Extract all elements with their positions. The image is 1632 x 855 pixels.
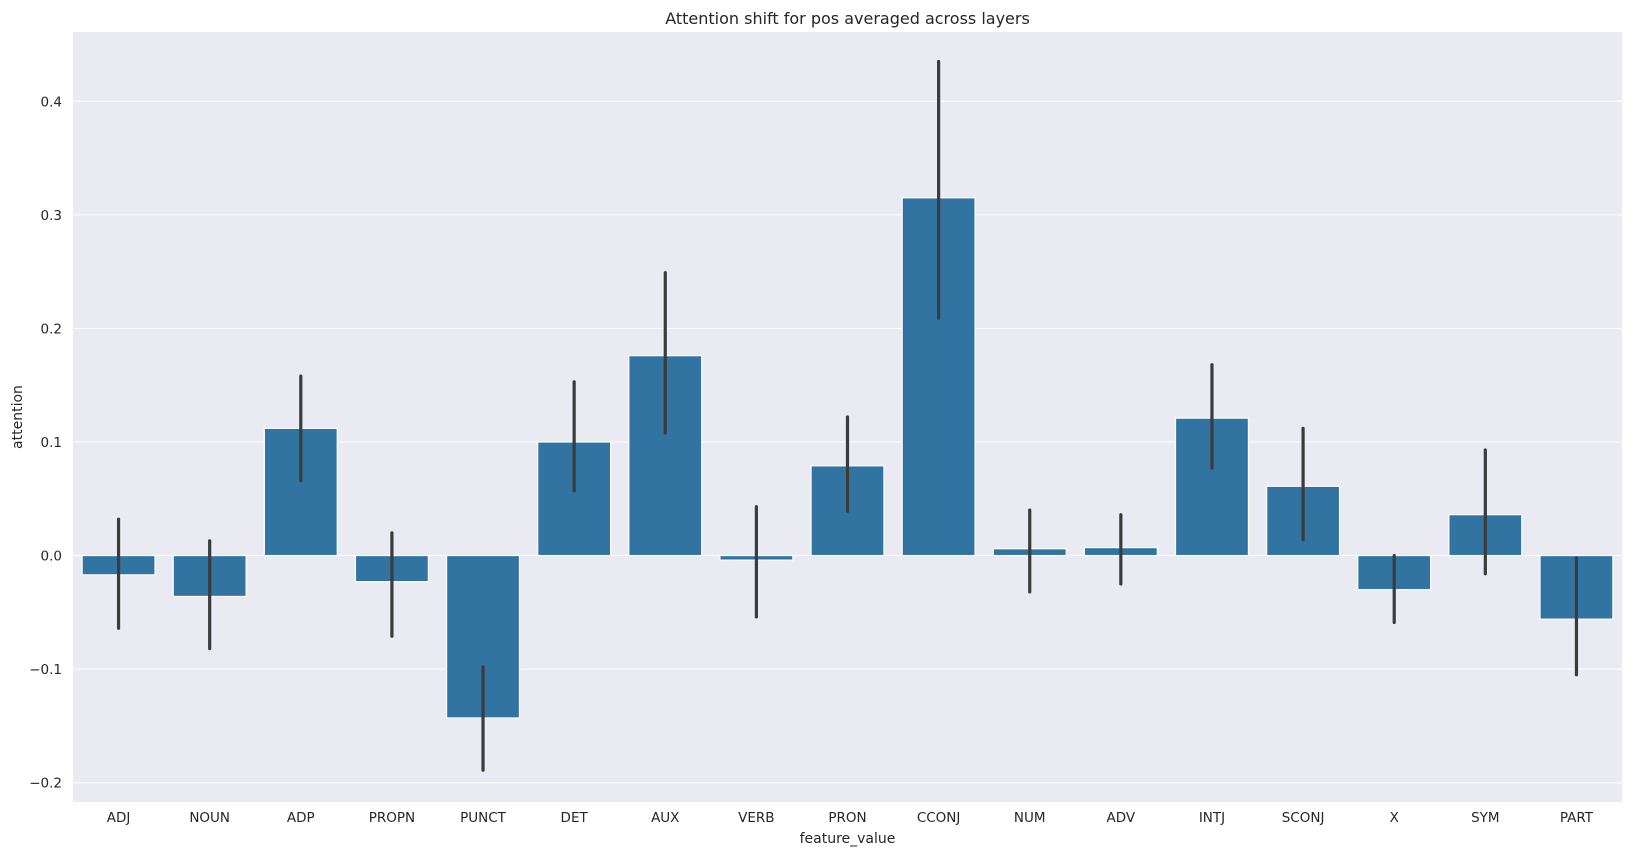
x-tick-label: ADJ [107, 810, 131, 826]
x-tick-label: DET [561, 810, 589, 826]
y-tick-label: 0.3 [41, 208, 62, 224]
x-tick-label: VERB [738, 810, 774, 826]
chart-title: Attention shift for pos averaged across … [665, 9, 1030, 28]
x-tick-label: SYM [1471, 810, 1499, 826]
y-tick-label: 0.1 [41, 435, 62, 451]
error-bars [116, 59, 1579, 772]
x-tick-label: INTJ [1199, 810, 1225, 826]
y-tick-label: −0.1 [29, 662, 62, 678]
bar-aux [628, 355, 703, 557]
y-tick-label: 0.0 [41, 549, 62, 565]
x-axis-label: feature_value [800, 831, 896, 847]
x-tick-labels: ADJ NOUN ADP PROPN PUNCT DET AUX VERB PRON CCONJ N… [107, 810, 1594, 826]
x-tick-label: SCONJ [1282, 810, 1325, 826]
x-tick-label: X [1390, 810, 1399, 826]
y-tick-labels: −0.2 −0.1 0.0 0.1 0.2 0.3 0.4 [29, 94, 62, 791]
x-tick-label: PRON [828, 810, 866, 826]
y-tick-label: −0.2 [29, 776, 62, 792]
x-tick-label: PUNCT [460, 810, 507, 826]
x-tick-label: PROPN [369, 810, 415, 826]
y-tick-label: 0.2 [41, 321, 62, 337]
x-tick-label: PART [1560, 810, 1594, 826]
y-axis-label: attention [10, 385, 26, 449]
x-tick-label: CCONJ [917, 810, 961, 826]
x-tick-label: NUM [1014, 810, 1046, 826]
x-tick-label: ADP [287, 810, 315, 826]
x-tick-label: ADV [1107, 810, 1136, 826]
y-tick-label: 0.4 [41, 94, 62, 110]
x-tick-label: NOUN [189, 810, 230, 826]
x-tick-label: AUX [651, 810, 679, 826]
